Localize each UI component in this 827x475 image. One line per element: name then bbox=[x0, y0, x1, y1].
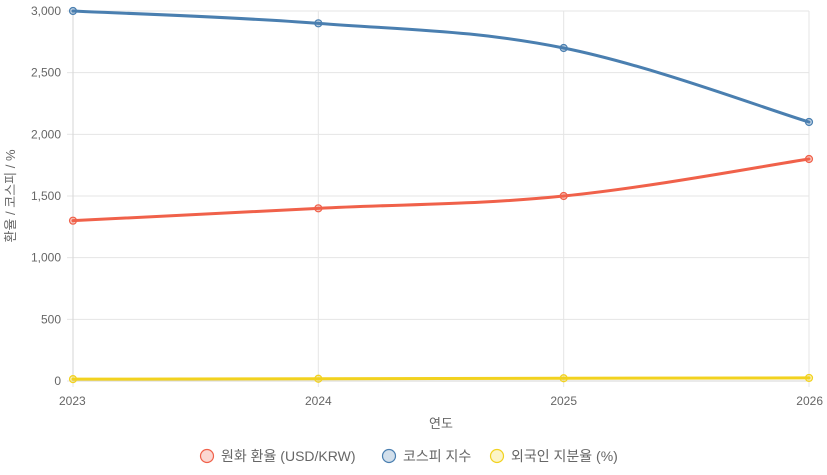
data-point-s3-1 bbox=[68, 375, 78, 384]
y-axis-title: 환율 / 코스피 / % bbox=[3, 149, 18, 242]
data-point-s2-3 bbox=[559, 43, 568, 53]
legend-marker-3 bbox=[489, 448, 505, 464]
y-tick-label: 2,500 bbox=[31, 66, 61, 80]
legend-label-3: 외국인 지분율 (%) bbox=[511, 448, 618, 464]
data-point-s3-2 bbox=[314, 374, 323, 383]
series-line-3 bbox=[71, 376, 811, 381]
grid-lines bbox=[67, 10, 810, 387]
data-point-s2-2 bbox=[314, 19, 323, 28]
y-tick-label: 0 bbox=[54, 374, 61, 388]
y-tick-label: 2,000 bbox=[31, 127, 61, 141]
x-tick-label: 2024 bbox=[305, 394, 332, 408]
series-lines bbox=[71, 9, 811, 381]
legend-label-1: 원화 환율 (USD/KRW) bbox=[221, 448, 355, 464]
data-point-s1-4 bbox=[804, 154, 814, 164]
series-line-2 bbox=[71, 9, 811, 124]
data-point-s1-3 bbox=[559, 191, 568, 201]
legend-marker-2 bbox=[381, 448, 397, 464]
legend: 원화 환율 (USD/KRW) 코스피 지수 외국인 지분율 (%) bbox=[199, 448, 618, 464]
y-tick-label: 500 bbox=[41, 312, 61, 326]
x-axis-title: 연도 bbox=[429, 416, 453, 431]
x-tick-label: 2026 bbox=[796, 394, 823, 408]
series-line-1 bbox=[71, 157, 811, 223]
data-point-s2-1 bbox=[68, 6, 78, 16]
y-tick-label: 3,000 bbox=[31, 4, 61, 18]
y-tick-label: 1,500 bbox=[31, 189, 61, 203]
data-point-s3-4 bbox=[804, 373, 814, 383]
data-point-s2-4 bbox=[804, 117, 814, 127]
tick-labels: 0 500 1,000 1,500 2,000 2,500 3,000 2023 2024 202… bbox=[31, 4, 823, 408]
legend-label-2: 코스피 지수 bbox=[403, 448, 471, 464]
data-point-s1-1 bbox=[68, 216, 78, 225]
x-tick-label: 2025 bbox=[550, 394, 577, 408]
axes bbox=[72, 11, 809, 382]
data-point-s1-2 bbox=[314, 204, 323, 213]
x-tick-label: 2023 bbox=[59, 394, 86, 408]
data-point-s3-3 bbox=[559, 374, 568, 383]
y-tick-label: 1,000 bbox=[31, 251, 61, 265]
legend-marker-1 bbox=[199, 448, 215, 464]
series-points bbox=[68, 6, 814, 384]
